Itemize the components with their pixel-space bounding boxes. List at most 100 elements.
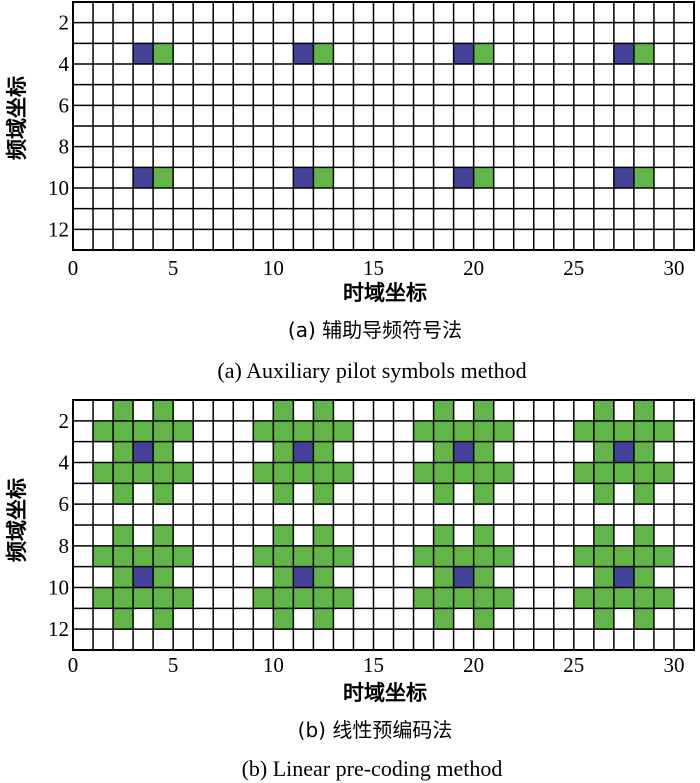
aux-cell-3-8 [113, 525, 134, 546]
aux-cell-19-4 [433, 441, 454, 463]
aux-cell-3-10 [113, 566, 134, 588]
aux-cell-22-3 [493, 420, 514, 442]
aux-cell-29-2 [633, 400, 654, 421]
panel-b-y-ticks: 2 4 6 8 10 12 [48, 409, 70, 641]
panel-a-x-axis-label: 时域坐标 [343, 281, 427, 305]
aux-cell-5-3 [153, 420, 174, 442]
aux-cell-5-5 [153, 462, 174, 484]
aux-cell-14-3 [333, 420, 354, 442]
aux-cell-10-11 [253, 587, 274, 609]
aux-cell-22-11 [493, 587, 514, 609]
x-tick-label: 25 [563, 653, 584, 677]
aux-cell-19-12 [433, 608, 454, 630]
panel-b-x-ticks: 0 5 10 15 20 25 30 [68, 653, 685, 677]
pilot-cell-20-10 [453, 566, 474, 588]
aux-cell-30-9 [653, 545, 674, 567]
aux-cell-13-10 [313, 167, 334, 188]
aux-cell-21-10 [473, 167, 494, 188]
panel-b-grid-map: 0 5 10 15 20 25 30 2 4 6 8 10 12 时域坐标 频域坐标 (b) 线性预编… [5, 399, 695, 781]
pilot-cell-4-4 [133, 43, 154, 64]
panel-b-caption-en: (b) Linear pre-coding method [242, 756, 503, 781]
aux-cell-10-3 [253, 420, 274, 442]
aux-cell-5-12 [153, 608, 174, 630]
y-tick-label: 2 [59, 409, 70, 433]
aux-cell-12-11 [293, 587, 314, 609]
y-tick-label: 8 [59, 135, 70, 159]
aux-cell-10-9 [253, 545, 274, 567]
aux-cell-21-4 [473, 43, 494, 64]
aux-cell-29-10 [633, 167, 654, 188]
aux-cell-3-6 [113, 483, 134, 505]
pilot-cell-20-4 [453, 43, 474, 64]
aux-cell-27-3 [593, 420, 614, 442]
aux-cell-11-3 [273, 420, 294, 442]
aux-cell-30-11 [653, 587, 674, 609]
aux-cell-26-5 [573, 462, 594, 484]
panel-a-caption-cn: (a) 辅助导频符号法 [288, 318, 462, 342]
y-tick-label: 12 [48, 617, 69, 641]
aux-cell-28-3 [613, 420, 634, 442]
aux-cell-21-5 [473, 462, 494, 484]
panel-a-x-ticks: 0 5 10 15 20 25 30 [68, 256, 685, 280]
pilot-cell-20-4 [453, 441, 474, 463]
aux-cell-11-6 [273, 483, 294, 505]
aux-cell-6-11 [173, 587, 194, 609]
aux-cell-18-5 [413, 462, 434, 484]
x-tick-label: 10 [263, 256, 284, 280]
aux-cell-2-5 [93, 462, 114, 484]
panel-b-cells [93, 400, 674, 630]
aux-cell-29-6 [633, 483, 654, 505]
x-tick-label: 30 [663, 256, 684, 280]
aux-cell-13-8 [313, 525, 334, 546]
panel-a-y-ticks: 2 4 6 8 10 12 [48, 11, 70, 242]
aux-cell-5-4 [153, 441, 174, 463]
aux-cell-6-5 [173, 462, 194, 484]
aux-cell-28-9 [613, 545, 634, 567]
aux-cell-13-10 [313, 566, 334, 588]
aux-cell-28-5 [613, 462, 634, 484]
aux-cell-13-5 [313, 462, 334, 484]
aux-cell-2-3 [93, 420, 114, 442]
aux-cell-27-2 [593, 400, 614, 421]
aux-cell-20-11 [453, 587, 474, 609]
aux-cell-27-9 [593, 545, 614, 567]
aux-cell-19-6 [433, 483, 454, 505]
aux-cell-18-11 [413, 587, 434, 609]
aux-cell-21-10 [473, 566, 494, 588]
aux-cell-5-8 [153, 525, 174, 546]
aux-cell-21-11 [473, 587, 494, 609]
aux-cell-20-9 [453, 545, 474, 567]
aux-cell-13-11 [313, 587, 334, 609]
y-tick-label: 4 [59, 52, 70, 76]
aux-cell-27-12 [593, 608, 614, 630]
aux-cell-11-9 [273, 545, 294, 567]
aux-cell-21-8 [473, 525, 494, 546]
aux-cell-19-8 [433, 525, 454, 546]
panel-a-caption-en: (a) Auxiliary pilot symbols method [217, 358, 526, 383]
aux-cell-29-4 [633, 43, 654, 64]
x-tick-label: 20 [463, 653, 484, 677]
aux-cell-30-3 [653, 420, 674, 442]
aux-cell-29-3 [633, 420, 654, 442]
x-tick-label: 30 [663, 653, 684, 677]
aux-cell-27-4 [593, 441, 614, 463]
aux-cell-3-5 [113, 462, 134, 484]
aux-cell-5-9 [153, 545, 174, 567]
aux-cell-26-3 [573, 420, 594, 442]
aux-cell-11-8 [273, 525, 294, 546]
pilot-cell-12-10 [293, 167, 314, 188]
aux-cell-29-8 [633, 525, 654, 546]
y-tick-label: 10 [48, 576, 69, 600]
aux-cell-2-11 [93, 587, 114, 609]
y-tick-label: 2 [59, 11, 70, 35]
pilot-cell-28-10 [613, 566, 634, 588]
aux-cell-11-4 [273, 441, 294, 463]
aux-cell-29-4 [633, 441, 654, 463]
aux-cell-27-8 [593, 525, 614, 546]
aux-cell-22-9 [493, 545, 514, 567]
aux-cell-19-10 [433, 566, 454, 588]
x-tick-label: 10 [263, 653, 284, 677]
panel-a-cells [133, 43, 654, 188]
aux-cell-21-9 [473, 545, 494, 567]
aux-cell-29-10 [633, 566, 654, 588]
